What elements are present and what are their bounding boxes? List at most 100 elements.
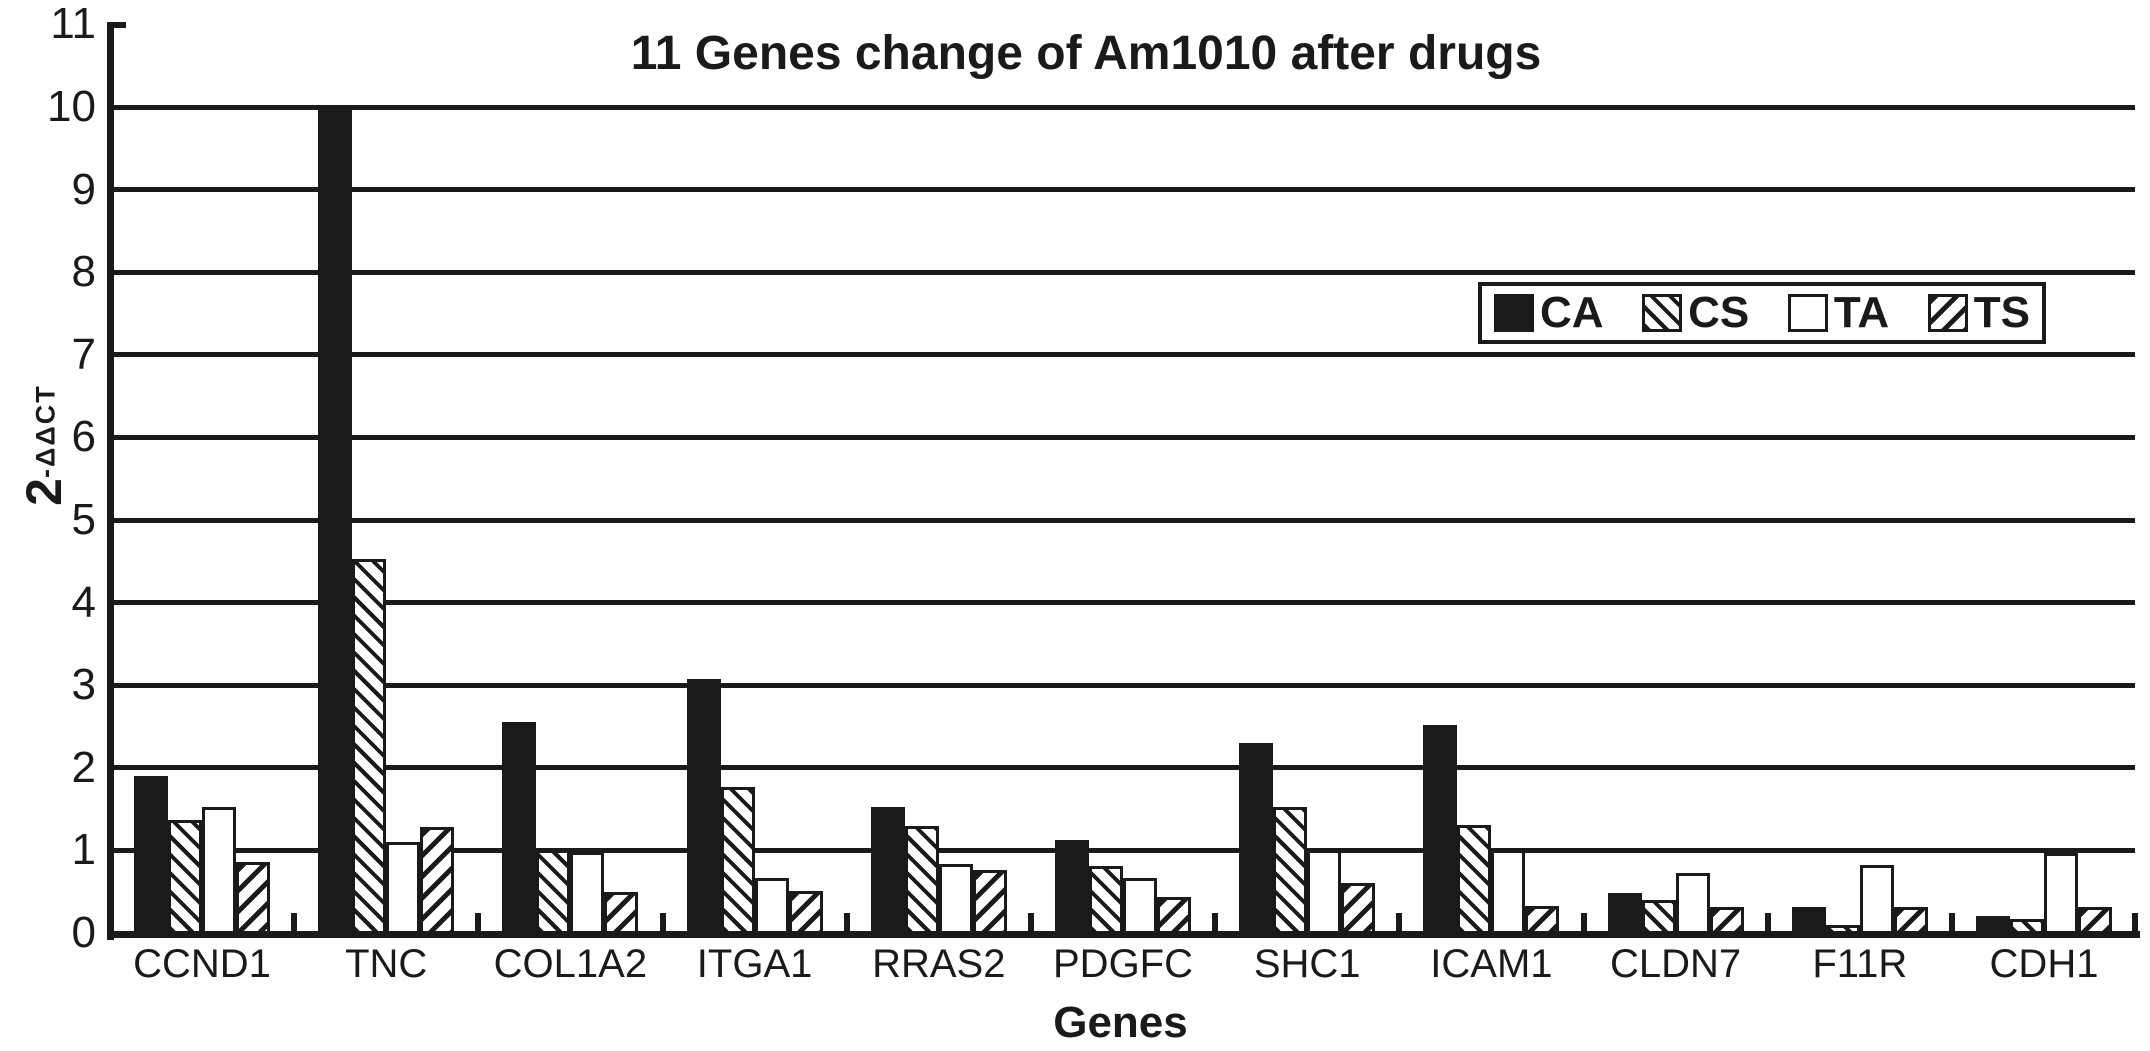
bar-CA-CCND1	[134, 776, 168, 935]
y-tick-label-3: 3	[71, 660, 96, 710]
y-tick-label-7: 7	[71, 329, 96, 379]
bar-TA-COL1A2	[570, 852, 605, 935]
bar-CS-ITGA1	[720, 786, 755, 935]
category-label-COL1A2: COL1A2	[493, 942, 648, 986]
legend-label-TS: TS	[1973, 288, 2030, 337]
bar-TA-F11R	[1859, 865, 1894, 935]
bar-TA-CDH1	[2044, 852, 2078, 935]
bar-CA-CLDN7	[1607, 893, 1642, 935]
legend-item-CA: CA	[1494, 291, 1604, 335]
y-tick-label-2: 2	[71, 742, 96, 792]
bar-CS-SHC1	[1273, 806, 1308, 935]
y-axis-top-tick	[114, 22, 126, 29]
bar-TA-SHC1	[1307, 850, 1342, 935]
legend-swatch-CS	[1642, 294, 1683, 332]
category-label-PDGFC: PDGFC	[1053, 942, 1193, 986]
bar-TA-PDGFC	[1123, 878, 1157, 935]
bar-TS-RRAS2	[972, 870, 1007, 935]
category-label-RRAS2: RRAS2	[872, 942, 1006, 986]
chart-title: 11 Genes change of Am1010 after drugs	[630, 27, 1542, 80]
bar-TA-ICAM1	[1491, 850, 1526, 935]
y-axis-line	[107, 22, 114, 940]
legend-item-TS: TS	[1927, 288, 2030, 337]
x-tick-9	[1764, 913, 1771, 931]
gridline-5	[107, 517, 2135, 523]
bar-CA-SHC1	[1239, 743, 1274, 935]
bar-TS-F11R	[1893, 906, 1928, 935]
gridline-9	[107, 187, 2135, 193]
bar-CS-COL1A2	[536, 850, 571, 935]
gridline-4	[107, 600, 2135, 606]
y-tick-label-5: 5	[71, 495, 96, 544]
legend-label-CS: CS	[1688, 288, 1750, 337]
bar-TA-TNC	[386, 842, 421, 935]
y-tick-label-10: 10	[47, 82, 96, 131]
legend-swatch-CA	[1494, 294, 1534, 332]
legend-item-TA: TA	[1787, 288, 1890, 337]
bar-TA-CLDN7	[1675, 872, 1710, 935]
bar-TA-RRAS2	[938, 863, 973, 935]
x-tick-2	[475, 913, 482, 931]
y-tick-label-11: 11	[50, 0, 96, 49]
bar-CS-CCND1	[168, 819, 202, 935]
bar-CA-TNC	[318, 107, 353, 935]
y-tick-label-1: 1	[71, 825, 96, 875]
y-tick-label-9: 9	[71, 164, 96, 214]
category-label-ICAM1: ICAM1	[1430, 942, 1553, 986]
x-tick-7	[1396, 913, 1403, 931]
category-label-ITGA1: ITGA1	[696, 942, 813, 986]
bar-CS-ICAM1	[1457, 824, 1492, 935]
x-tick-6	[1212, 913, 1219, 931]
gridline-8	[107, 269, 2135, 275]
y-tick-label-0: 0	[71, 908, 96, 957]
x-tick-8	[1580, 913, 1587, 931]
bar-CS-RRAS2	[904, 825, 939, 935]
y-tick-label-8: 8	[71, 247, 96, 297]
y-tick-label-6: 6	[71, 412, 96, 462]
category-label-SHC1: SHC1	[1253, 942, 1361, 986]
category-label-CDH1: CDH1	[1989, 942, 2099, 986]
bar-TS-SHC1	[1341, 883, 1376, 935]
bar-TA-ITGA1	[754, 877, 789, 935]
bar-CA-RRAS2	[870, 807, 905, 935]
x-axis-line	[107, 931, 2140, 938]
x-tick-4	[843, 913, 850, 931]
x-tick-5	[1027, 913, 1034, 931]
legend: CA CS TA TS	[1478, 282, 2046, 344]
bar-CS-TNC	[352, 558, 387, 935]
gridline-7	[107, 352, 2135, 358]
category-label-F11R: F11R	[1812, 942, 1908, 986]
bar-CA-COL1A2	[502, 722, 537, 935]
x-tick-1	[291, 913, 298, 931]
x-tick-10	[1948, 913, 1955, 931]
category-label-CLDN7: CLDN7	[1610, 942, 1742, 986]
bar-TS-TNC	[420, 827, 455, 935]
x-tick-end	[2132, 913, 2138, 931]
bar-TS-PDGFC	[1157, 897, 1191, 935]
gridline-6	[107, 434, 2135, 440]
legend-item-CS: CS	[1642, 291, 1749, 335]
x-tick-3	[659, 913, 666, 931]
category-label-TNC: TNC	[345, 942, 428, 986]
gridline-10	[107, 104, 2135, 110]
bar-TS-COL1A2	[604, 891, 639, 935]
gridline-1	[107, 847, 2135, 853]
bar-TS-ICAM1	[1525, 905, 1560, 935]
bar-CA-PDGFC	[1055, 840, 1089, 935]
bar-TS-CCND1	[236, 861, 270, 935]
x-axis-title: Genes	[1053, 998, 1188, 1047]
bar-CS-PDGFC	[1089, 866, 1123, 935]
bar-CA-ICAM1	[1423, 724, 1458, 935]
bar-CS-CLDN7	[1641, 899, 1676, 935]
legend-label-TA: TA	[1833, 288, 1890, 337]
category-label-CCND1: CCND1	[133, 942, 271, 986]
y-tick-label-4: 4	[71, 577, 96, 627]
gridline-3	[107, 682, 2135, 688]
bar-CA-ITGA1	[686, 678, 721, 935]
gridline-2	[107, 765, 2135, 771]
legend-label-CA: CA	[1540, 288, 1604, 337]
bar-CA-F11R	[1791, 906, 1826, 935]
legend-swatch-TA	[1787, 294, 1828, 332]
bar-TA-CCND1	[202, 806, 236, 935]
